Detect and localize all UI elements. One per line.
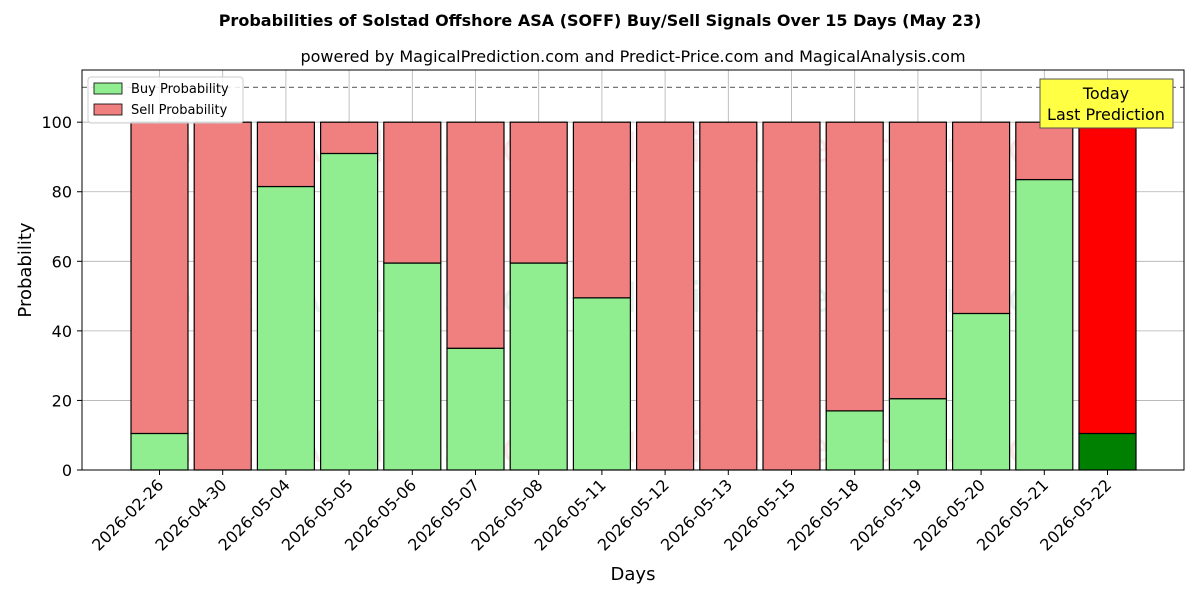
bar-sell — [130, 121, 189, 435]
bars — [130, 121, 1137, 471]
legend-label-sell: Sell Probability — [131, 103, 228, 118]
plot-frame — [81, 69, 1185, 471]
bar-sell — [951, 121, 1011, 315]
bar-sell — [888, 121, 948, 400]
bar-sell — [699, 121, 758, 471]
bar-sell — [572, 121, 632, 299]
bar-buy — [1015, 178, 1074, 471]
bar-buy — [888, 398, 948, 471]
today-annotation: Today Last Prediction — [1039, 78, 1174, 129]
bar-sell — [256, 121, 315, 188]
bar-buy — [1078, 432, 1137, 471]
bar-sell — [320, 121, 379, 155]
bar-sell — [825, 121, 884, 412]
today-annotation-line1: Today — [1082, 84, 1129, 103]
bar-buy — [951, 312, 1011, 471]
bar-buy — [572, 297, 632, 471]
y-axis: 0 20 40 60 80 100 — [41, 113, 82, 480]
y-tick-label: 100 — [41, 113, 72, 132]
bar-buy — [320, 152, 379, 471]
x-axis-label: Days — [611, 564, 656, 585]
bar-sell — [1078, 121, 1137, 435]
bar-sell — [635, 121, 695, 471]
bar-sell — [446, 121, 505, 349]
y-tick-label: 60 — [52, 252, 72, 271]
bar-buy — [256, 185, 315, 471]
bar-sell — [193, 121, 252, 471]
bar-buy — [446, 347, 505, 471]
x-axis: 2026-02-262026-04-302026-05-042026-05-05… — [88, 470, 1115, 555]
bar-buy — [509, 262, 568, 471]
legend: Buy Probability Sell Probability — [87, 76, 244, 124]
chart-subtitle: powered by MagicalPrediction.com and Pre… — [300, 47, 965, 66]
bar-buy — [825, 410, 884, 471]
legend-box — [87, 76, 244, 124]
today-annotation-box — [1039, 78, 1174, 129]
legend-swatch-sell — [93, 103, 123, 116]
legend-label-buy: Buy Probability — [131, 82, 229, 97]
bar-sell — [1015, 121, 1074, 181]
y-tick-label: 40 — [52, 322, 72, 341]
y-tick-label: 0 — [62, 461, 72, 480]
y-tick-label: 80 — [52, 183, 72, 202]
bar-buy — [130, 432, 189, 471]
today-annotation-line2: Last Prediction — [1047, 105, 1165, 124]
legend-swatch-buy — [93, 82, 123, 95]
y-axis-label: Probability — [15, 222, 36, 317]
y-tick-label: 20 — [52, 391, 72, 410]
bar-sell — [383, 121, 442, 264]
chart-title: Probabilities of Solstad Offshore ASA (S… — [219, 11, 982, 30]
bar-buy — [383, 262, 442, 471]
bar-sell — [509, 121, 568, 264]
bar-sell — [762, 121, 821, 471]
